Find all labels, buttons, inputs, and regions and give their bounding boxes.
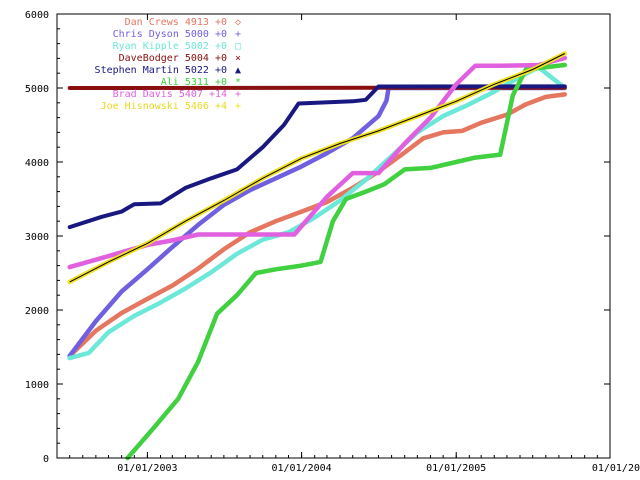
x-tick-label-3: 01/01/20 [592,463,640,474]
x-tick-label-0: 01/01/2003 [117,463,177,474]
legend-marker-3: × [235,53,241,64]
legend-label-2: Ryan Kipple 5002 +0 [113,41,227,52]
series-line-4 [67,84,567,230]
legend-label-4: Stephen Martin 5022 +0 [95,65,227,76]
axes-layer: 0 1000 2000 3000 4000 5000 6000 01/01/2003 01/01… [25,10,640,474]
y-tick-label-5: 5000 [25,84,49,95]
x-tick-label-2: 01/01/2005 [426,463,486,474]
y-tick-label-3: 3000 [25,232,49,243]
y-tick-label-1: 1000 [25,380,49,391]
legend-marker-5: * [235,77,241,88]
series-layer [67,51,568,461]
legend-label-7: Joe Hisnowski 5466 +4 [101,101,227,112]
legend-marker-0: ◇ [235,17,241,28]
legend: Dan Crews 4913 +0 ◇ Chris Dyson 5000 +0 + Ry… [95,17,241,112]
y-tick-label-2: 2000 [25,306,49,317]
plot-frame [56,13,611,459]
y-tick-label-0: 0 [43,454,49,465]
y-tick-label-6: 6000 [25,10,49,21]
legend-marker-2: □ [235,41,241,52]
series-line-outline-7 [69,53,566,283]
legend-label-3: DaveBodger 5004 +0 [119,53,227,64]
legend-marker-4: ▲ [235,65,241,76]
y-tick-label-4: 4000 [25,158,49,169]
legend-label-0: Dan Crews 4913 +0 [125,17,227,28]
legend-marker-7: + [235,101,241,112]
legend-label-6: Brad Davis 5407 +14 [113,89,227,100]
x-tick-label-1: 01/01/2004 [271,463,331,474]
series-line-2 [67,65,568,361]
series-line-0 [67,92,568,359]
legend-label-5: Ali 5311 +0 [161,77,227,88]
legend-marker-1: + [235,29,241,40]
series-line-5 [125,62,568,461]
legend-marker-6: + [235,89,241,100]
legend-label-1: Chris Dyson 5000 +0 [113,29,227,40]
series-line-1 [67,85,568,359]
